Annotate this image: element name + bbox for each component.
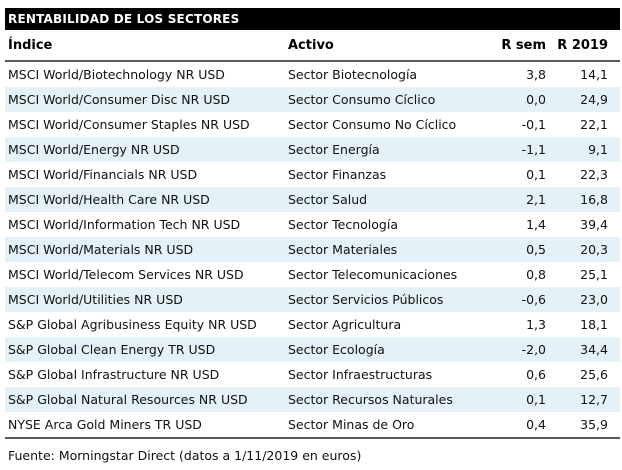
cell-r-2019: 22,3	[580, 167, 608, 182]
cell-indice: MSCI World/Energy NR USD	[8, 142, 180, 157]
cell-r-2019: 24,9	[580, 92, 608, 107]
cell-indice: S&P Global Natural Resources NR USD	[8, 392, 248, 407]
cell-r-2019: 23,0	[580, 292, 608, 307]
cell-r-2019: 25,6	[580, 367, 608, 382]
cell-r-sem: 0,5	[526, 242, 546, 257]
cell-r-sem: -1,1	[521, 142, 546, 157]
sector-returns-table: Índice Activo R sem R 2019 MSCI World/Bi…	[5, 30, 620, 439]
cell-r-2019: 35,9	[546, 412, 620, 439]
cell-r-sem: 0,8	[526, 267, 546, 282]
cell-activo: Sector Telecomunicaciones	[288, 267, 458, 282]
table-title-bar: RENTABILIDAD DE LOS SECTORES	[5, 8, 620, 30]
table-row: NYSE Arca Gold Miners TR USD Sector Minas…	[5, 412, 620, 439]
cell-r-2019: 39,4	[580, 217, 608, 232]
cell-r-2019: 22,1	[580, 117, 608, 132]
col-header-r-2019: R 2019	[546, 30, 620, 62]
cell-r-sem: 1,3	[526, 317, 546, 332]
cell-indice: MSCI World/Health Care NR USD	[8, 192, 210, 207]
sector-returns-panel: RENTABILIDAD DE LOS SECTORES Índice Acti…	[5, 8, 620, 463]
table-row: S&P Global Agribusiness Equity NR USD Sec…	[5, 312, 620, 337]
table-row: MSCI World/Consumer Staples NR USD Sector…	[5, 112, 620, 137]
cell-activo: Sector Finanzas	[288, 167, 387, 182]
table-row: MSCI World/Utilities NR USD Sector Servic…	[5, 287, 620, 312]
col-header-indice: Índice	[5, 30, 288, 62]
cell-activo: Sector Servicios Públicos	[288, 292, 444, 307]
cell-r-sem: 0,6	[526, 367, 546, 382]
cell-r-sem: 0,0	[526, 92, 546, 107]
table-row: MSCI World/Telecom Services NR USD Sector…	[5, 262, 620, 287]
table-row: MSCI World/Information Tech NR USD Sector…	[5, 212, 620, 237]
table-title: RENTABILIDAD DE LOS SECTORES	[8, 12, 240, 26]
cell-indice: MSCI World/Materials NR USD	[8, 242, 194, 257]
cell-activo: Sector Tecnología	[288, 217, 398, 232]
cell-activo: Sector Agricultura	[288, 317, 402, 332]
table-row: S&P Global Natural Resources NR USD Secto…	[5, 387, 620, 412]
cell-indice: MSCI World/Consumer Staples NR USD	[8, 117, 250, 132]
cell-r-2019: 14,1	[580, 67, 608, 82]
cell-indice: MSCI World/Telecom Services NR USD	[8, 267, 244, 282]
table-row: S&P Global Clean Energy TR USD Sector Eco…	[5, 337, 620, 362]
cell-r-2019: 12,7	[580, 392, 608, 407]
cell-indice: S&P Global Agribusiness Equity NR USD	[8, 317, 257, 332]
table-header: Índice Activo R sem R 2019	[5, 30, 620, 62]
cell-activo: Sector Energía	[288, 142, 380, 157]
cell-r-sem: 0,1	[526, 392, 546, 407]
cell-activo: Sector Minas de Oro	[288, 412, 484, 439]
cell-r-sem: 0,4	[484, 412, 546, 439]
col-header-r-sem: R sem	[484, 30, 546, 62]
cell-r-2019: 16,8	[580, 192, 608, 207]
cell-r-2019: 20,3	[580, 242, 608, 257]
cell-r-sem: -0,1	[521, 117, 546, 132]
table-row: MSCI World/Consumer Disc NR USD Sector Co…	[5, 87, 620, 112]
cell-indice: MSCI World/Information Tech NR USD	[8, 217, 241, 232]
cell-indice: S&P Global Infrastructure NR USD	[8, 367, 220, 382]
cell-r-sem: -0,6	[521, 292, 546, 307]
cell-activo: Sector Recursos Naturales	[288, 392, 453, 407]
cell-r-sem: 1,4	[526, 217, 546, 232]
cell-indice: MSCI World/Consumer Disc NR USD	[8, 92, 231, 107]
cell-indice: MSCI World/Biotechnology NR USD	[8, 67, 225, 82]
col-header-activo: Activo	[288, 30, 484, 62]
table-row: MSCI World/Biotechnology NR USD Sector Bi…	[5, 61, 620, 87]
cell-activo: Sector Consumo No Cíclico	[288, 117, 457, 132]
cell-activo: Sector Salud	[288, 192, 368, 207]
cell-r-sem: 2,1	[526, 192, 546, 207]
cell-indice: MSCI World/Utilities NR USD	[8, 292, 183, 307]
cell-activo: Sector Infraestructuras	[288, 367, 433, 382]
source-note: Fuente: Morningstar Direct (datos a 1/11…	[8, 448, 362, 463]
cell-indice: S&P Global Clean Energy TR USD	[8, 342, 216, 357]
table-row: MSCI World/Energy NR USD Sector Energía -1…	[5, 137, 620, 162]
cell-indice: NYSE Arca Gold Miners TR USD	[5, 412, 288, 439]
table-header-row: Índice Activo R sem R 2019	[5, 30, 620, 62]
cell-r-sem: -2,0	[521, 342, 546, 357]
table-body: MSCI World/Biotechnology NR USD Sector Bi…	[5, 61, 620, 439]
cell-r-sem: 3,8	[526, 67, 546, 82]
cell-activo: Sector Consumo Cíclico	[288, 92, 436, 107]
table-row: MSCI World/Materials NR USD Sector Materi…	[5, 237, 620, 262]
cell-r-2019: 25,1	[580, 267, 608, 282]
cell-r-2019: 9,1	[588, 142, 608, 157]
cell-r-2019: 34,4	[580, 342, 608, 357]
table-row: S&P Global Infrastructure NR USD Sector I…	[5, 362, 620, 387]
table-row: MSCI World/Health Care NR USD Sector Salu…	[5, 187, 620, 212]
cell-r-sem: 0,1	[526, 167, 546, 182]
cell-activo: Sector Biotecnología	[288, 67, 418, 82]
cell-r-2019: 18,1	[580, 317, 608, 332]
cell-indice: MSCI World/Financials NR USD	[8, 167, 198, 182]
table-row: MSCI World/Financials NR USD Sector Finan…	[5, 162, 620, 187]
cell-activo: Sector Materiales	[288, 242, 398, 257]
cell-activo: Sector Ecología	[288, 342, 385, 357]
